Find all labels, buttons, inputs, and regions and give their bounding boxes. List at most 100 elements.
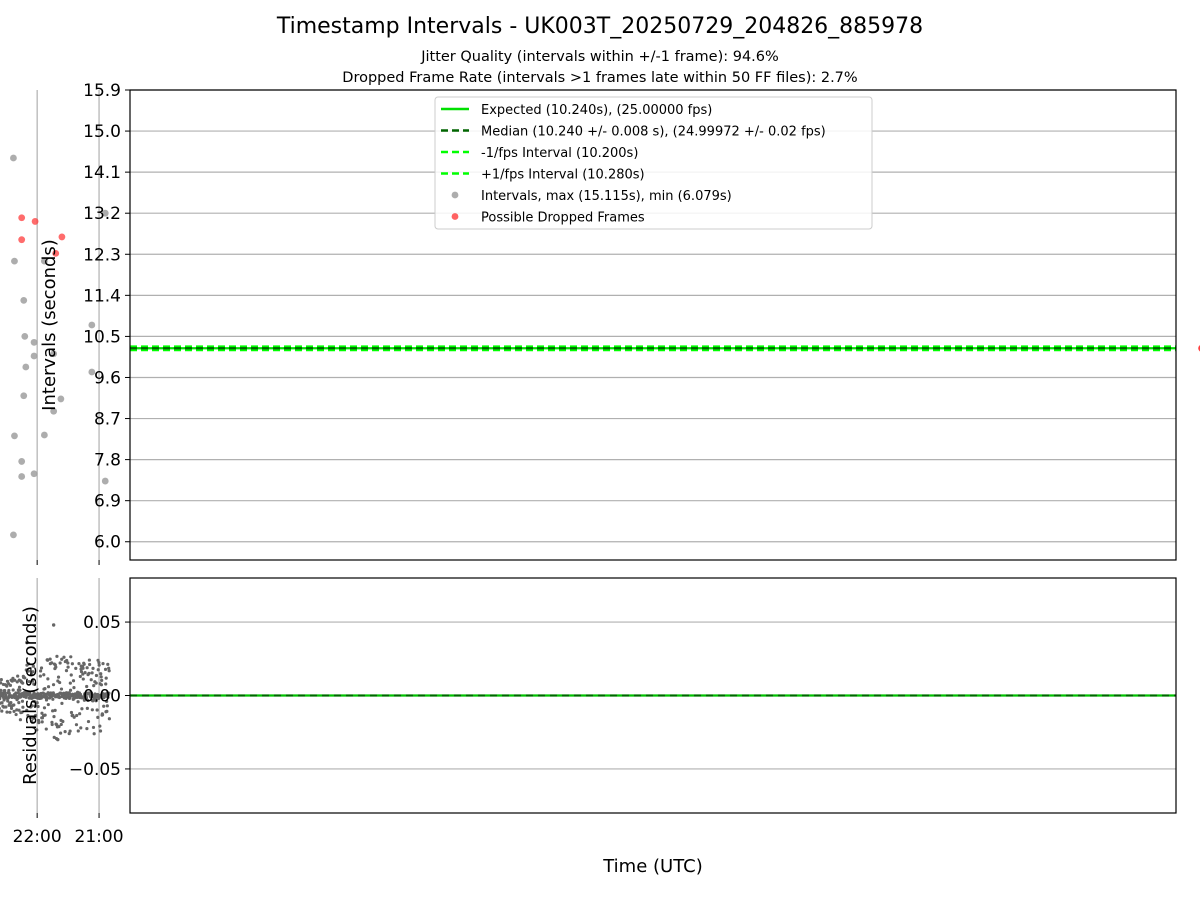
residual-point [103,667,108,672]
y-tick-label: 14.1 [83,163,121,183]
residual-point [42,687,46,691]
top-y-axis-label: Intervals (seconds) [39,239,60,411]
y-tick-label: 10.5 [83,327,121,347]
legend-marker [451,191,459,199]
residual-point [97,663,101,667]
residual-point [70,662,74,666]
residual-point [25,663,29,667]
residual-point [94,673,99,678]
residual-point [92,732,96,736]
residual-point [53,666,57,671]
residual-point [67,732,71,736]
residual-point [56,675,61,679]
residual-point [42,706,47,710]
residual-point [0,709,4,713]
interval-point [40,257,48,265]
residual-point [29,673,34,677]
residual-point [79,726,83,730]
residual-point [31,664,35,668]
residual-point [77,662,81,666]
residual-point [2,698,6,702]
residual-point [36,718,41,723]
residual-point [27,679,31,684]
legend-entry: Expected (10.240s), (25.00000 fps) [481,103,712,118]
legend-entry: +1/fps Interval (10.280s) [481,168,645,183]
residual-point [6,699,10,703]
interval-point [18,458,26,465]
residual-point [86,698,90,703]
residual-point [69,710,74,715]
residual-point [24,668,28,672]
residual-point [17,678,21,682]
residual-point [29,705,33,709]
bottom-y-axis-label: Residuals (seconds) [20,606,41,785]
residual-point [50,720,54,724]
residual-point [0,701,3,705]
residual-point [31,693,35,697]
residual-point [30,719,34,724]
residual-point [8,710,12,714]
dropped-frame-point [18,236,26,244]
residual-point [68,681,72,685]
legend-entry: -1/fps Interval (10.200s) [481,146,638,161]
residual-point [32,700,37,704]
dropped-frame-point [31,218,39,225]
residual-point [74,723,79,727]
residual-point [62,655,66,659]
x-tick-label: 21:00 [75,827,124,847]
residual-point [79,664,83,668]
residual-point [44,727,48,731]
y-tick-label: 13.2 [83,204,121,224]
residual-point [21,705,25,709]
residual-point [96,668,100,672]
residual-point [99,675,103,679]
residual-point [26,713,30,718]
residual-point [36,704,40,709]
residual-point [35,728,39,732]
residual-point [78,674,82,679]
residual-point [59,722,63,727]
interval-point [18,473,26,480]
residual-point [79,667,83,671]
residual-point [105,699,109,703]
interval-point [11,432,18,440]
residual-point [85,684,89,689]
legend-box [434,96,873,230]
residual-point [66,661,70,665]
dropped-frame-point [18,214,26,222]
residual-point [71,679,76,683]
residual-point [19,711,23,715]
residual-point [0,681,2,685]
residual-point [76,700,80,704]
y-tick-label: 0.05 [83,613,121,633]
residual-point [91,725,96,730]
residual-point [48,657,52,661]
residual-point [106,662,110,666]
residual-point [59,687,64,691]
residual-point [54,722,58,726]
residual-point [25,708,29,712]
residual-point [104,676,108,680]
interval-point [101,209,109,217]
residual-point [100,713,104,717]
residual-point [1,682,5,687]
residual-point [56,679,60,683]
interval-point [30,470,38,478]
y-tick-label: −0.05 [69,760,121,780]
residual-point [88,662,92,667]
legend-entry: Median (10.240 +/- 0.008 s), (24.99972 +… [481,125,826,140]
residual-point [39,666,44,670]
residual-point [16,674,20,678]
residual-point [59,718,63,722]
interval-point [10,531,17,539]
residual-point [107,669,111,673]
residual-point [20,699,25,703]
residual-point [102,704,106,708]
residual-point [96,658,100,662]
interval-point [20,296,28,304]
y-tick-label: 15.0 [83,122,121,142]
residual-point [9,678,13,682]
residual-point [2,688,6,693]
residual-point [63,730,67,734]
